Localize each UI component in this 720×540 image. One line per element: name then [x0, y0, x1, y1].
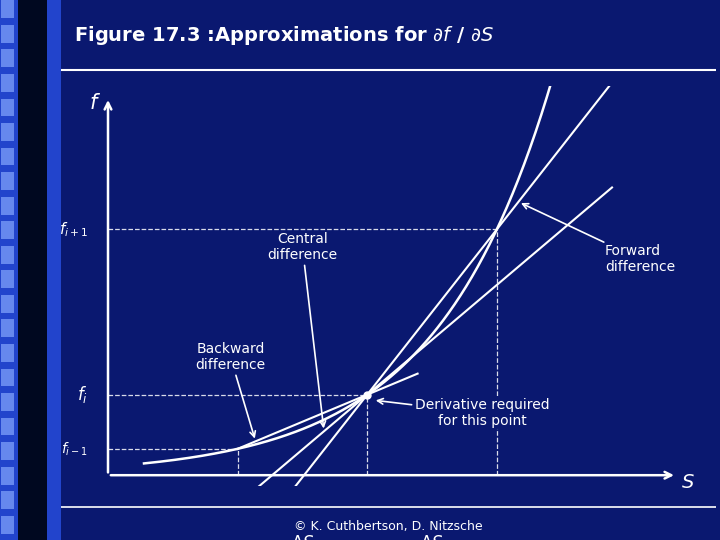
Bar: [1, 320, 14, 338]
Bar: [1, 368, 14, 386]
Bar: [1, 123, 14, 141]
Bar: [1, 25, 14, 43]
Bar: [1, 197, 14, 214]
Text: © K. Cuthbertson, D. Nitzsche: © K. Cuthbertson, D. Nitzsche: [294, 520, 483, 534]
Text: $f_i$: $f_i$: [77, 384, 88, 405]
Text: $S$: $S$: [680, 473, 695, 492]
Text: $f$: $f$: [89, 92, 101, 113]
Bar: [1, 516, 14, 534]
Text: $\Delta S$: $\Delta S$: [291, 534, 314, 540]
Text: Backward
difference: Backward difference: [195, 342, 266, 437]
Bar: [1, 417, 14, 435]
Bar: [1, 50, 14, 68]
Bar: [1, 221, 14, 239]
Text: Figure 17.3 :Approximations for $\partial f$ / $\partial S$: Figure 17.3 :Approximations for $\partia…: [74, 24, 495, 47]
Text: $\Delta S$: $\Delta S$: [420, 534, 444, 540]
Bar: [1, 393, 14, 411]
Bar: [1, 98, 14, 116]
Bar: [1, 1, 14, 18]
Text: $f_{i+1}$: $f_{i+1}$: [59, 220, 88, 239]
Bar: [1, 172, 14, 190]
Bar: [1, 74, 14, 92]
Text: Forward
difference: Forward difference: [523, 204, 675, 274]
Text: $f_{i-1}$: $f_{i-1}$: [61, 440, 88, 457]
Bar: [1, 442, 14, 460]
Bar: [1, 491, 14, 509]
Text: Derivative required
for this point: Derivative required for this point: [377, 398, 549, 428]
Bar: [1, 467, 14, 484]
Bar: [1, 271, 14, 288]
Text: Central
difference: Central difference: [267, 232, 338, 427]
Bar: [1, 147, 14, 165]
Bar: [1, 295, 14, 313]
Bar: [1, 246, 14, 264]
Bar: [1, 344, 14, 362]
